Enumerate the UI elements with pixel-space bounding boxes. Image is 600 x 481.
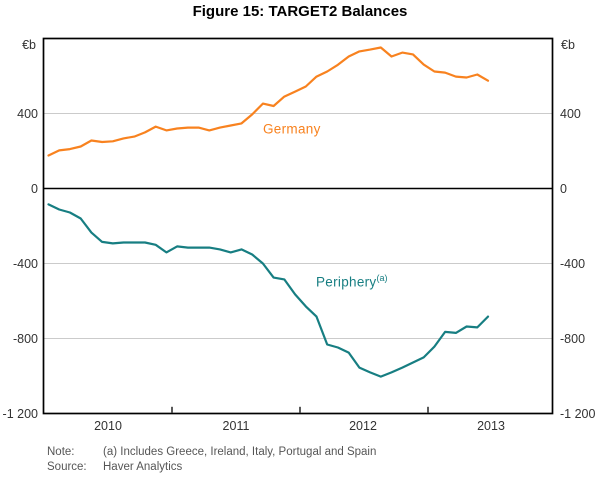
series-layer — [47, 46, 490, 378]
note-text: (a) Includes Greece, Ireland, Italy, Por… — [103, 446, 377, 458]
source-row: Source: Haver Analytics — [47, 460, 376, 475]
chart-title: Figure 15: TARGET2 Balances — [192, 3, 408, 20]
source-label: Source: — [47, 461, 87, 473]
y-tick-right-neg800: -800 — [560, 331, 586, 346]
chart-footnotes: Note: (a) Includes Greece, Ireland, Ital… — [47, 445, 376, 475]
y-tick-right-0: 0 — [560, 181, 567, 196]
y-tick-left-0: 0 — [31, 181, 38, 196]
series-label-periphery-superscript: (a) — [376, 273, 388, 283]
note-row: Note: (a) Includes Greece, Ireland, Ital… — [47, 445, 376, 460]
y-tick-left-neg1200: -1 200 — [2, 406, 38, 421]
y-tick-right-400: 400 — [560, 106, 581, 121]
x-tick-label-2013: 2013 — [477, 419, 505, 433]
series-label-germany-text: Germany — [263, 121, 321, 137]
series-label-periphery: Periphery(a) — [316, 273, 387, 290]
y-axis-unit-right: €b — [561, 38, 575, 52]
y-axis-unit-left: €b — [22, 38, 36, 52]
y-tick-right-neg400: -400 — [560, 256, 586, 271]
series-line-germany — [47, 46, 490, 157]
y-tick-left-400: 400 — [17, 106, 38, 121]
x-tick-label-2010: 2010 — [94, 419, 122, 433]
y-tick-left-neg800: -800 — [12, 331, 38, 346]
y-tick-right-neg1200: -1 200 — [560, 406, 596, 421]
series-line-periphery — [47, 203, 490, 378]
x-tick-label-2012: 2012 — [349, 419, 377, 433]
series-label-periphery-text: Periphery — [316, 274, 377, 290]
source-text: Haver Analytics — [103, 461, 183, 473]
note-label: Note: — [47, 446, 75, 458]
y-tick-left-neg400: -400 — [12, 256, 38, 271]
series-label-germany: Germany — [263, 120, 321, 137]
x-tick-label-2011: 2011 — [222, 419, 250, 433]
plot-border — [42, 37, 554, 415]
